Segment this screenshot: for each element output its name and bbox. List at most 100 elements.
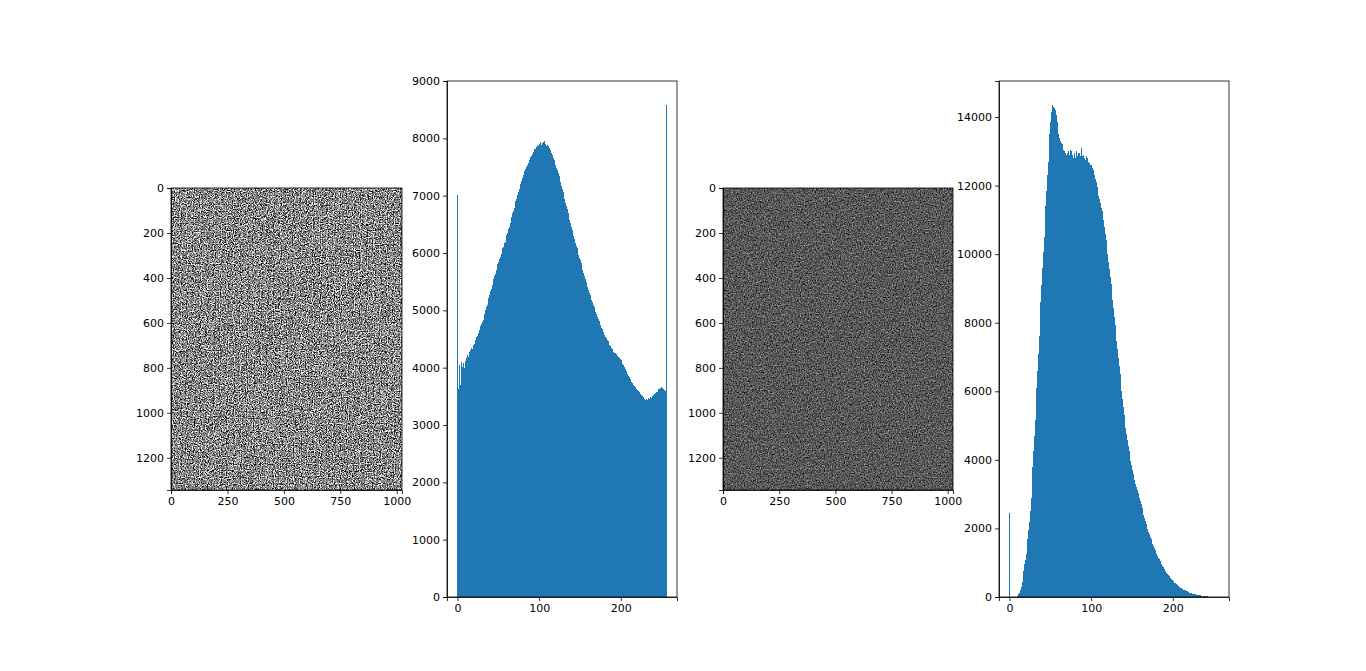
bar (1098, 196, 1100, 597)
bar (631, 382, 633, 597)
tick-mark (443, 597, 447, 598)
bar (1140, 504, 1142, 597)
tick-mark (1009, 597, 1010, 601)
bar (1169, 577, 1171, 597)
x-axis: 0100200 (1000, 597, 1230, 615)
bar (1060, 143, 1062, 597)
bar (1176, 584, 1178, 597)
bar (1073, 153, 1075, 597)
bar (534, 149, 536, 597)
bar (587, 287, 589, 597)
bar (541, 141, 543, 597)
bar (591, 300, 593, 597)
bar (623, 365, 625, 597)
bar (1192, 594, 1194, 597)
bar (1150, 539, 1152, 597)
bar (1163, 567, 1165, 597)
bar (1139, 498, 1141, 597)
tick-label: 9000 (412, 75, 440, 88)
bar (1134, 480, 1136, 597)
bar (611, 349, 613, 597)
bar (1168, 576, 1170, 597)
tick-mark (719, 323, 723, 324)
bar (621, 362, 623, 597)
bar (636, 389, 638, 597)
bar (1164, 570, 1166, 597)
bar (1125, 428, 1127, 597)
plot-area (457, 105, 666, 597)
bar (1151, 541, 1153, 597)
tick-label: 1000 (136, 407, 164, 420)
bar (1090, 165, 1092, 597)
bar (582, 270, 584, 597)
bar (650, 397, 652, 597)
tick-mark (948, 490, 949, 494)
bar (1193, 594, 1195, 597)
tick: 8000 (964, 317, 999, 330)
bar (548, 146, 550, 597)
bar (1081, 148, 1083, 597)
bar (1093, 174, 1095, 597)
tick: 100 (1081, 597, 1102, 615)
bar (478, 330, 480, 597)
tick-mark (443, 81, 447, 82)
bar (1171, 579, 1173, 597)
bar (569, 220, 571, 597)
bar (1123, 415, 1125, 597)
tick: 14000 (957, 111, 999, 124)
bar (1108, 262, 1110, 597)
bar (1154, 550, 1156, 597)
tick-label: 600 (143, 317, 164, 330)
y-axis-line (995, 82, 1000, 598)
bar (664, 390, 666, 597)
bar (590, 298, 592, 597)
tick: 0 (985, 591, 999, 604)
bar (662, 388, 664, 597)
bar (1144, 518, 1146, 597)
tick-label: 1000 (688, 407, 716, 420)
tick: 5000 (412, 304, 447, 317)
bar (593, 307, 595, 597)
bar (597, 319, 599, 597)
tick-mark (284, 490, 285, 494)
tick: 2000 (964, 522, 999, 535)
bar (548, 148, 550, 597)
bar (1171, 580, 1173, 597)
tick-mark (995, 460, 999, 461)
tick-label: 0 (709, 182, 716, 195)
bar (1069, 150, 1071, 597)
bar (567, 213, 569, 597)
tick-mark (621, 597, 622, 601)
tick-label: 100 (529, 602, 550, 615)
tick: 3000 (412, 419, 447, 432)
bar (1070, 151, 1072, 597)
bar (467, 355, 469, 597)
bar (1065, 155, 1067, 597)
tick: 0 (709, 182, 723, 195)
bar (1059, 138, 1061, 597)
tick: 1200 (136, 452, 171, 465)
bar (652, 396, 654, 597)
bar (1140, 501, 1142, 597)
bar (1096, 182, 1098, 597)
bar (1101, 211, 1103, 597)
bar (1141, 508, 1143, 597)
bar (1178, 586, 1180, 597)
bar (471, 348, 473, 597)
tick-label: 1200 (688, 452, 716, 465)
bar (643, 398, 645, 597)
bar (1089, 163, 1091, 597)
tick-label: 600 (695, 317, 716, 330)
bar (566, 206, 568, 597)
y-axis: 0100020003000400050006000700080009000 (412, 75, 448, 604)
bar (1137, 493, 1139, 597)
bar (1100, 203, 1102, 597)
bar (1122, 407, 1124, 597)
tick-mark (892, 490, 893, 494)
tick: 2000 (412, 476, 447, 489)
bar (641, 395, 643, 597)
tick: 200 (143, 227, 171, 240)
tick-label: 1200 (136, 452, 164, 465)
bar (544, 141, 546, 597)
tick-mark (443, 253, 447, 254)
